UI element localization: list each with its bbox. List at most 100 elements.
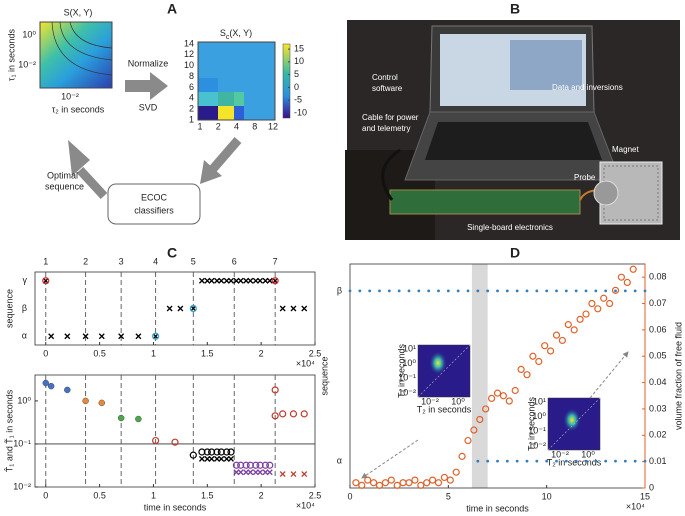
x-tick-label: 2.5 (309, 490, 322, 500)
data-point (594, 459, 598, 463)
x-axis-label: time in seconds (466, 503, 529, 513)
title-part: S (220, 28, 226, 38)
keyboard (425, 122, 602, 160)
data-point (237, 469, 244, 476)
data-point (545, 459, 549, 463)
data-point (237, 277, 244, 284)
x-tick-label: 2.5 (309, 348, 322, 358)
box-label: ECOC (141, 192, 168, 202)
title-part: c (226, 34, 230, 41)
data-point (437, 289, 440, 293)
data-point (47, 382, 55, 390)
data-point (614, 459, 617, 463)
event-label: 7 (273, 256, 278, 266)
data-point (266, 469, 273, 476)
data-point (456, 289, 460, 293)
data-point (574, 289, 578, 293)
contour (51, 21, 113, 76)
data-point (218, 277, 225, 284)
data-point (48, 333, 55, 340)
data-point (352, 479, 360, 487)
event-label: 2 (83, 256, 88, 266)
data-point (243, 277, 250, 284)
photo-label: software (372, 84, 403, 93)
y-tick-label: 10⁻¹ (13, 438, 31, 448)
data-point (584, 289, 588, 293)
tick-label: 1 (189, 114, 194, 124)
data-point (203, 448, 211, 456)
data-point (271, 412, 279, 420)
y2-tick-label: 0.07 (649, 298, 667, 308)
data-point (493, 389, 502, 397)
photo-label: Single-board electronics (467, 223, 553, 232)
tick-label: 12 (268, 121, 278, 131)
plot-frame (34, 271, 316, 346)
inset-tick: 10⁻² (528, 440, 546, 450)
data-point (177, 305, 184, 312)
tick-label: 12 (184, 49, 194, 59)
data-point (552, 331, 561, 339)
data-point (237, 461, 245, 469)
data-point (582, 310, 590, 318)
x-tick-label: 5 (446, 491, 451, 501)
data-point (198, 277, 205, 284)
box-label: classifiers (134, 205, 174, 215)
data-point (499, 392, 507, 400)
x-tick-label: 0 (347, 491, 352, 501)
data-point (152, 332, 160, 340)
heatmap-title: S(X, Y) (64, 7, 93, 17)
data-point (223, 277, 230, 284)
panel-a: S(X, Y) 10⁰ 10⁻² 10⁻² τ₂ in seconds τ₁ i… (6, 7, 291, 121)
data-point (82, 397, 89, 405)
data-point (82, 333, 89, 340)
data-point (458, 452, 466, 460)
data-point (417, 481, 425, 489)
event-label: 6 (232, 256, 237, 266)
y-axis-label: T̂₁ and T̃₁ in seconds (4, 389, 14, 472)
data-point (611, 286, 620, 294)
classifier-box (107, 183, 201, 225)
data-point (118, 333, 125, 340)
tick-label: 1 (197, 121, 202, 131)
tick-label: 8 (252, 121, 257, 131)
data-point (171, 438, 179, 446)
data-point (629, 265, 637, 273)
data-point (223, 448, 231, 456)
x-exponent: ×10⁴ (626, 501, 645, 511)
x-tick-label: 1.5 (201, 490, 214, 500)
data-point (370, 479, 378, 487)
inset-blob (563, 408, 581, 432)
data-point (535, 459, 539, 463)
tick-label: 6 (189, 82, 194, 92)
tick-label: 4 (234, 121, 239, 131)
data-point (476, 459, 480, 463)
heatmap (39, 21, 113, 89)
inset-tick: 10⁻² (398, 387, 416, 397)
y2-tick-label: 0.03 (649, 403, 667, 413)
data-point (279, 410, 287, 418)
tick-label: 8 (189, 71, 194, 81)
data-point (399, 479, 407, 487)
data-point (246, 461, 254, 469)
tick-label: 10⁻² (18, 59, 36, 69)
photo-label: Data and inversions (552, 83, 623, 92)
arrow-head (68, 140, 90, 176)
inset-blob (429, 351, 447, 375)
y-tick-label: 10⁰ (17, 395, 31, 405)
data-point (633, 459, 637, 463)
photo-label: Probe (574, 173, 596, 182)
data-point (271, 277, 279, 285)
data-point (358, 289, 362, 293)
arrow-head (200, 160, 222, 184)
inset-tick: 10⁰ (451, 396, 465, 406)
data-point (464, 436, 472, 445)
colorbar-label: -10 (294, 107, 307, 117)
data-point (452, 468, 460, 476)
data-point (525, 289, 529, 293)
data-point (546, 347, 555, 355)
y-axis-label: sequence (319, 356, 329, 395)
data-point (545, 289, 549, 293)
y-tick-label: β (337, 285, 342, 295)
y2-tick-label: 0.02 (649, 430, 667, 440)
event-label: 5 (191, 256, 196, 266)
